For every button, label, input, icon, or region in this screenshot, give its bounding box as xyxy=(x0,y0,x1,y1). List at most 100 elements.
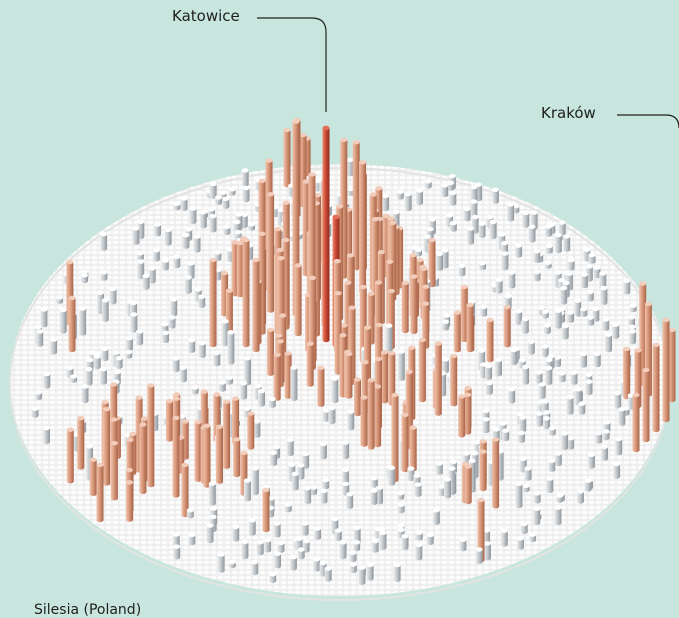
population-spike xyxy=(466,302,474,353)
population-spike xyxy=(85,367,93,386)
population-spike xyxy=(520,521,528,534)
population-spike xyxy=(248,518,256,536)
population-spike xyxy=(556,493,564,503)
population-spike xyxy=(602,317,610,331)
population-spike xyxy=(248,222,255,231)
population-spike xyxy=(161,258,169,271)
population-spike xyxy=(297,463,305,480)
population-spike xyxy=(241,539,249,560)
population-spike xyxy=(536,411,544,427)
population-spike xyxy=(367,291,375,345)
population-spike xyxy=(587,452,595,469)
population-spike xyxy=(349,550,357,563)
population-spike xyxy=(139,422,147,494)
population-spike xyxy=(614,390,622,409)
population-spike xyxy=(301,521,309,536)
population-spike xyxy=(485,363,493,380)
population-spike xyxy=(570,370,578,385)
population-spike xyxy=(436,251,443,271)
population-spike xyxy=(662,317,670,423)
population-spike xyxy=(580,351,587,368)
population-spike xyxy=(642,367,650,443)
population-spike xyxy=(623,346,631,400)
population-spike xyxy=(173,544,181,560)
population-spike xyxy=(43,371,51,389)
population-spike xyxy=(548,458,556,472)
population-spike xyxy=(268,396,276,408)
population-spike xyxy=(632,392,640,453)
population-spike xyxy=(324,566,332,582)
population-spike xyxy=(480,304,488,317)
population-spike xyxy=(543,416,550,430)
population-spike xyxy=(358,565,366,585)
population-spike xyxy=(479,449,487,492)
population-spike xyxy=(507,202,515,222)
population-spike xyxy=(478,221,486,238)
population-spike xyxy=(189,206,197,224)
population-spike xyxy=(426,532,434,545)
population-spike xyxy=(359,160,367,295)
population-spike xyxy=(441,183,449,198)
population-spike xyxy=(554,451,562,467)
population-spike xyxy=(203,423,211,488)
population-spike xyxy=(188,532,196,546)
population-spike xyxy=(546,476,554,493)
population-spike xyxy=(223,399,231,469)
population-spike xyxy=(585,379,593,395)
population-spike xyxy=(441,357,449,374)
population-spike xyxy=(59,307,67,334)
population-spike xyxy=(629,329,636,345)
population-spike xyxy=(306,341,314,387)
population-spike xyxy=(434,341,442,416)
population-spike xyxy=(283,127,291,188)
population-spike xyxy=(583,247,591,262)
population-spike xyxy=(313,557,321,572)
population-spike xyxy=(510,347,518,366)
population-spike xyxy=(215,195,222,205)
population-spike xyxy=(186,508,194,519)
population-spike xyxy=(100,231,108,251)
population-spike xyxy=(541,309,549,319)
population-spike xyxy=(388,465,396,486)
population-spike xyxy=(447,180,455,191)
population-spike xyxy=(147,383,155,488)
population-spike xyxy=(467,226,475,245)
population-spike xyxy=(371,539,379,553)
population-spike xyxy=(458,263,466,277)
population-spike xyxy=(252,257,260,353)
population-spike xyxy=(103,407,111,486)
population-spike xyxy=(527,339,535,355)
population-spike xyxy=(209,214,217,233)
population-spike xyxy=(244,356,251,386)
population-spike xyxy=(31,406,39,418)
population-spike xyxy=(615,436,623,456)
population-spike xyxy=(251,466,259,496)
population-spike xyxy=(450,353,458,407)
population-spike xyxy=(232,524,240,542)
population-spike xyxy=(317,365,325,407)
population-spike xyxy=(574,298,582,317)
population-spike xyxy=(561,431,569,451)
region-title: Silesia (Poland) xyxy=(34,602,142,618)
population-spike xyxy=(236,240,244,298)
population-spike xyxy=(586,289,594,302)
population-spike xyxy=(561,324,569,340)
population-spike xyxy=(397,349,405,381)
population-spike xyxy=(222,196,230,209)
population-spike xyxy=(652,342,660,433)
population-spike xyxy=(489,219,497,240)
population-spike xyxy=(253,419,261,438)
population-spike xyxy=(460,284,468,342)
population-spike xyxy=(172,356,180,373)
population-spike xyxy=(180,196,188,211)
population-spike xyxy=(270,450,278,466)
population-spike xyxy=(228,187,236,196)
population-spike xyxy=(286,437,294,457)
population-spike xyxy=(322,477,330,490)
population-spike xyxy=(264,538,272,553)
population-spike xyxy=(354,377,361,417)
population-spike xyxy=(376,485,383,505)
population-spike xyxy=(360,395,368,447)
population-spike xyxy=(458,394,466,438)
population-spike xyxy=(93,354,101,370)
